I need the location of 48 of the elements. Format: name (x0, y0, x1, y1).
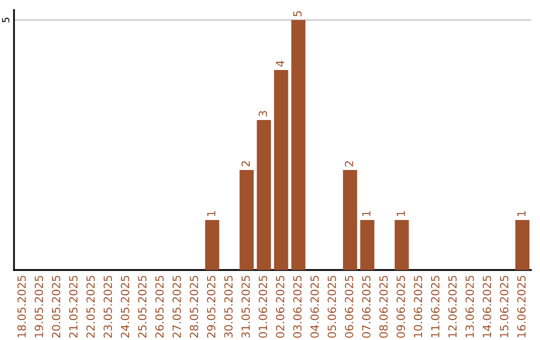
bar (342, 170, 358, 270)
bar (205, 220, 220, 270)
x-tick-label: 22.05.2025 (86, 276, 95, 338)
x-tick-label: 05.06.2025 (328, 276, 336, 338)
x-tick-label: 24.05.2025 (120, 276, 130, 338)
data-label: 2 (344, 161, 354, 166)
data-label: 2 (241, 161, 250, 166)
x-tick-label: 08.06.2025 (379, 276, 388, 338)
x-tick-label: 23.05.2025 (104, 276, 112, 338)
data-label: 4 (276, 60, 284, 67)
x-tick-label: 03.06.2025 (293, 276, 302, 338)
x-tick-label: 27.05.2025 (172, 276, 181, 338)
data-label: 1 (396, 211, 405, 216)
x-tick-label: 07.06.2025 (362, 276, 371, 338)
data-label: 1 (362, 211, 370, 216)
x-tick-label: 12.06.2025 (448, 276, 457, 338)
data-label: 1 (517, 211, 526, 216)
x-tick-label: 02.06.2025 (276, 276, 284, 338)
x-tick-label: 29.05.2025 (207, 276, 216, 338)
data-label: 1 (207, 211, 216, 216)
bar (291, 20, 306, 270)
x-tick-label: 06.06.2025 (344, 276, 354, 338)
x-tick-label: 25.05.2025 (138, 276, 146, 338)
x-tick-label: 15.06.2025 (500, 276, 508, 338)
x-tick-label: 14.06.2025 (482, 276, 492, 338)
data-label: 3 (258, 111, 268, 116)
x-tick-label: 11.06.2025 (431, 276, 440, 338)
x-tick-label: 30.05.2025 (224, 276, 233, 338)
bar (515, 220, 530, 270)
x-tick-label: 13.06.2025 (466, 276, 474, 338)
bar (360, 220, 374, 270)
bar (240, 170, 254, 270)
x-tick-label: 20.05.2025 (52, 276, 60, 338)
bar (256, 120, 271, 270)
x-tick-label: 28.05.2025 (190, 276, 198, 338)
x-tick-label: 31.05.2025 (241, 276, 250, 338)
x-tick-label: 26.05.2025 (155, 276, 164, 338)
data-label: 5 (293, 11, 302, 16)
x-tick-label: 18.05.2025 (17, 276, 26, 338)
x-tick-label: 09.06.2025 (396, 276, 405, 338)
x-tick-label: 16.06.2025 (517, 276, 526, 338)
x-tick-label: 10.06.2025 (414, 276, 422, 338)
x-tick-label: 19.05.2025 (34, 276, 44, 338)
x-tick-label: 01.06.2025 (258, 276, 268, 338)
bar (274, 70, 288, 270)
bar (394, 220, 409, 270)
x-tick-label: 21.05.2025 (69, 276, 78, 338)
x-tick-label: 04.06.2025 (310, 276, 319, 338)
